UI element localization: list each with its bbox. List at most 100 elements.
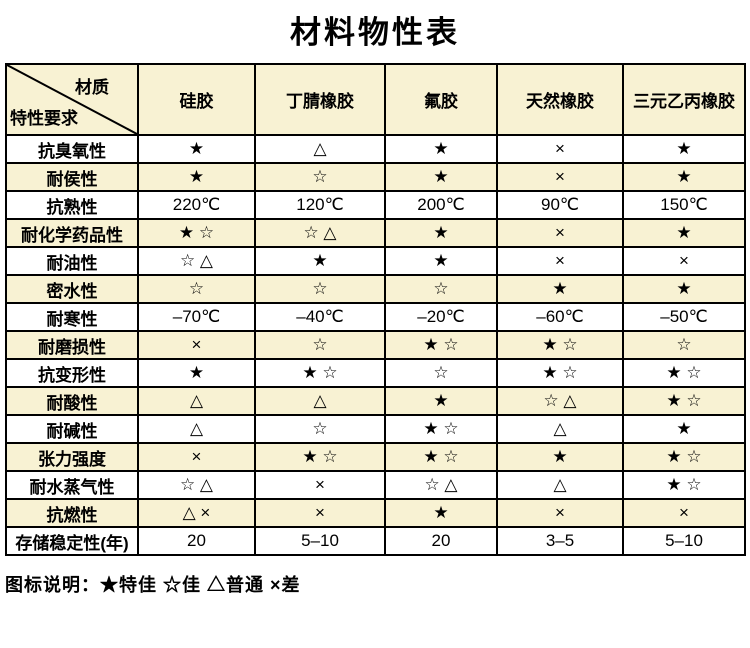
value-cell: ★	[622, 134, 746, 164]
value-cell: ☆ △	[384, 470, 498, 500]
value-cell: △	[137, 386, 256, 416]
property-row: 耐酸性 △ △ ★ ☆ △ ★ ☆	[5, 386, 746, 416]
property-row: 抗臭氧性 ★ △ ★ × ★	[5, 134, 746, 164]
value-cell: ☆	[254, 330, 386, 360]
page-title: 材料物性表	[290, 15, 460, 50]
value-cell: ★ ☆	[254, 358, 386, 388]
value-cell: ★	[622, 218, 746, 248]
value-cell: ×	[254, 470, 386, 500]
property-label-cell: 抗变形性	[5, 358, 139, 388]
column-header-nitrile: 丁腈橡胶	[254, 63, 386, 136]
value-cell: ×	[496, 162, 624, 192]
property-label-cell: 抗熟性	[5, 190, 139, 220]
column-header-natural: 天然橡胶	[496, 63, 624, 136]
property-row: 密水性 ☆ ☆ ☆ ★ ★	[5, 274, 746, 304]
property-row: 抗熟性 220℃ 120℃ 200℃ 90℃ 150℃	[5, 190, 746, 220]
value-cell: ★ ☆	[496, 358, 624, 388]
value-cell: ★	[384, 134, 498, 164]
value-cell: 20	[384, 526, 498, 556]
table-body: 抗臭氧性 ★ △ ★ × ★ 耐侯性 ★ ☆ ★ × ★ 抗熟性 220℃ 120℃ 200℃ 90℃ 150℃ 耐…	[5, 134, 746, 556]
value-cell: –40℃	[254, 302, 386, 332]
value-cell: ★	[384, 162, 498, 192]
value-cell: ★	[496, 274, 624, 304]
value-cell: ★	[622, 274, 746, 304]
value-cell: ☆ △	[137, 246, 256, 276]
property-row: 存储稳定性(年) 20 5–10 20 3–5 5–10	[5, 526, 746, 556]
value-cell: ×	[496, 498, 624, 528]
value-cell: ★ ☆	[384, 330, 498, 360]
value-cell: ☆ △	[137, 470, 256, 500]
property-label-cell: 耐化学药品性	[5, 218, 139, 248]
value-cell: –70℃	[137, 302, 256, 332]
property-label-cell: 耐碱性	[5, 414, 139, 444]
value-cell: △	[496, 414, 624, 444]
header-row: 材质 特性要求 硅胶 丁腈橡胶 氟胶 天然橡胶 三元乙丙橡胶	[5, 63, 746, 136]
value-cell: ☆	[254, 162, 386, 192]
value-cell: ★	[384, 246, 498, 276]
value-cell: ★	[384, 386, 498, 416]
value-cell: 3–5	[496, 526, 624, 556]
value-cell: ★	[384, 218, 498, 248]
legend-note: 图标说明：★特佳 ☆佳 △普通 ×差	[5, 575, 301, 595]
value-cell: ☆	[622, 330, 746, 360]
value-cell: ×	[496, 218, 624, 248]
value-cell: ★ ☆	[622, 470, 746, 500]
property-label-cell: 耐寒性	[5, 302, 139, 332]
value-cell: ★	[137, 162, 256, 192]
value-cell: ★ ☆	[254, 442, 386, 472]
property-row: 耐磨损性 × ☆ ★ ☆ ★ ☆ ☆	[5, 330, 746, 360]
property-label-cell: 密水性	[5, 274, 139, 304]
property-row: 耐水蒸气性 ☆ △ × ☆ △ △ ★ ☆	[5, 470, 746, 500]
value-cell: ★	[384, 498, 498, 528]
value-cell: 20	[137, 526, 256, 556]
value-cell: ★ ☆	[622, 386, 746, 416]
property-label-cell: 耐侯性	[5, 162, 139, 192]
value-cell: ×	[496, 246, 624, 276]
value-cell: –20℃	[384, 302, 498, 332]
property-row: 耐油性 ☆ △ ★ ★ × ×	[5, 246, 746, 276]
value-cell: △	[254, 386, 386, 416]
value-cell: ×	[622, 246, 746, 276]
value-cell: –60℃	[496, 302, 624, 332]
value-cell: ★	[137, 358, 256, 388]
value-cell: ×	[622, 498, 746, 528]
value-cell: ★	[622, 414, 746, 444]
value-cell: –50℃	[622, 302, 746, 332]
table-header: 材质 特性要求 硅胶 丁腈橡胶 氟胶 天然橡胶 三元乙丙橡胶	[5, 63, 746, 136]
property-label-cell: 耐酸性	[5, 386, 139, 416]
value-cell: ★	[137, 134, 256, 164]
property-row: 耐碱性 △ ☆ ★ ☆ △ ★	[5, 414, 746, 444]
property-label-cell: 张力强度	[5, 442, 139, 472]
value-cell: ☆	[254, 414, 386, 444]
property-row: 抗变形性 ★ ★ ☆ ☆ ★ ☆ ★ ☆	[5, 358, 746, 388]
property-label-cell: 存储稳定性(年)	[5, 526, 139, 556]
value-cell: ☆	[254, 274, 386, 304]
property-label-cell: 抗燃性	[5, 498, 139, 528]
value-cell: ★	[496, 442, 624, 472]
properties-table: 材质 特性要求 硅胶 丁腈橡胶 氟胶 天然橡胶 三元乙丙橡胶 抗臭氧性 ★ △ ★ × ★…	[5, 63, 746, 556]
property-row: 抗燃性 △ × × ★ × ×	[5, 498, 746, 528]
value-cell: 5–10	[622, 526, 746, 556]
diagonal-divider-line	[7, 65, 137, 134]
table-corner-cell: 材质 特性要求	[5, 63, 139, 136]
value-cell: ×	[254, 498, 386, 528]
value-cell: ×	[496, 134, 624, 164]
value-cell: 150℃	[622, 190, 746, 220]
value-cell: ★	[622, 162, 746, 192]
value-cell: ☆ △	[496, 386, 624, 416]
value-cell: ×	[137, 330, 256, 360]
property-label-cell: 耐磨损性	[5, 330, 139, 360]
value-cell: ★ ☆	[137, 218, 256, 248]
value-cell: ★ ☆	[496, 330, 624, 360]
corner-label-property: 特性要求	[10, 109, 78, 128]
value-cell: ★	[254, 246, 386, 276]
property-label-cell: 耐油性	[5, 246, 139, 276]
corner-label-material: 材质	[75, 78, 109, 97]
value-cell: △	[137, 414, 256, 444]
material-properties-page: 材料物性表 材质 特性要求 硅胶 丁腈橡胶 氟胶 天然	[0, 7, 750, 597]
property-row: 耐化学药品性 ★ ☆ ☆ △ ★ × ★	[5, 218, 746, 248]
value-cell: ☆	[137, 274, 256, 304]
value-cell: 120℃	[254, 190, 386, 220]
property-row: 耐寒性 –70℃ –40℃ –20℃ –60℃ –50℃	[5, 302, 746, 332]
value-cell: △	[254, 134, 386, 164]
